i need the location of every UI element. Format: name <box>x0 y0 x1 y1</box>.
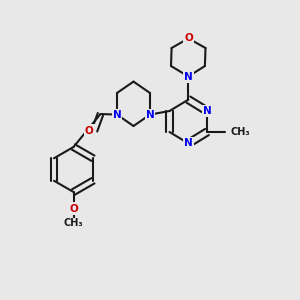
Text: N: N <box>184 71 193 82</box>
Text: N: N <box>112 110 122 120</box>
Text: N: N <box>184 138 193 148</box>
Text: CH₃: CH₃ <box>230 127 250 137</box>
Text: N: N <box>146 110 154 120</box>
Text: N: N <box>202 106 211 116</box>
Text: CH₃: CH₃ <box>64 218 83 229</box>
Text: O: O <box>85 125 94 136</box>
Text: O: O <box>184 33 193 43</box>
Text: O: O <box>69 203 78 214</box>
